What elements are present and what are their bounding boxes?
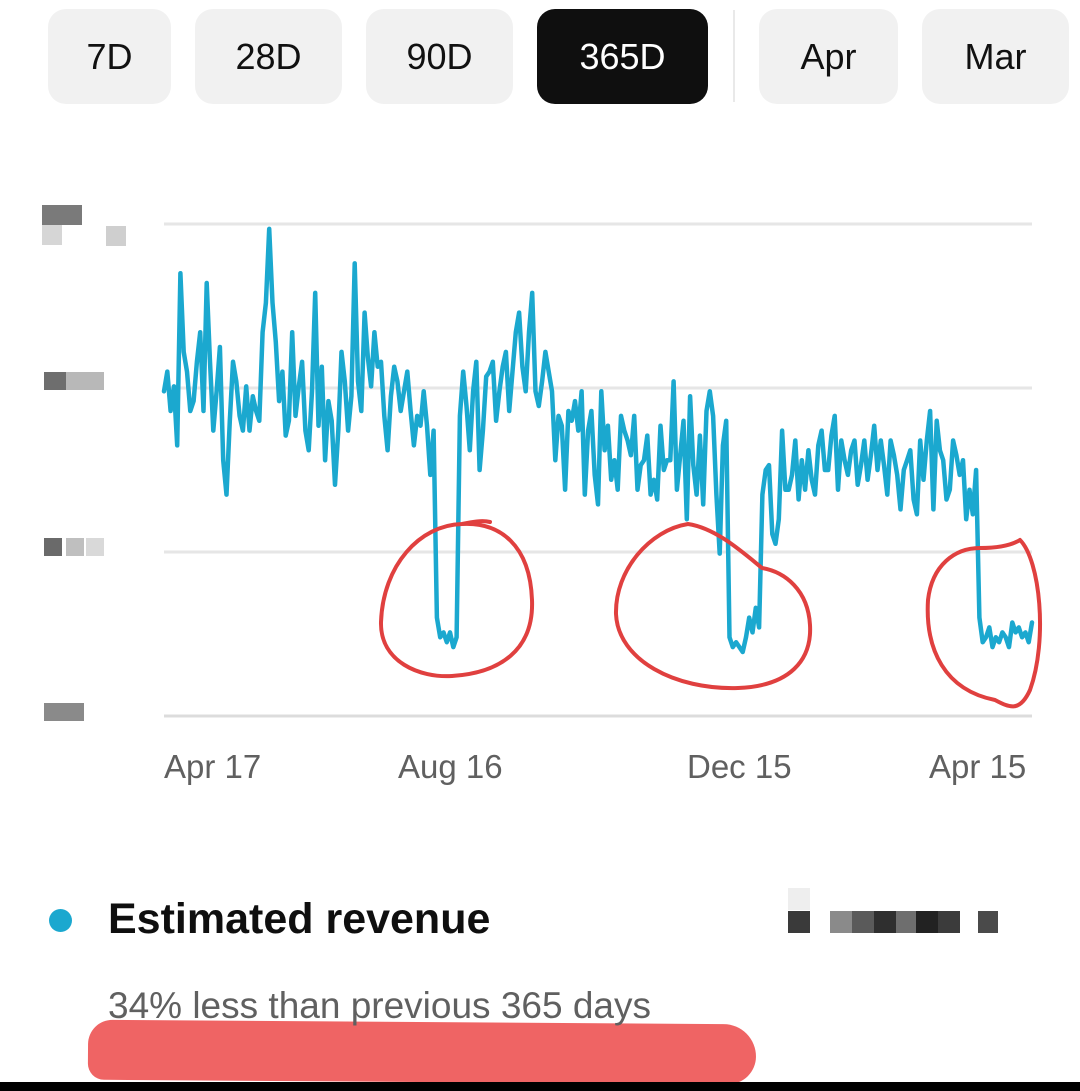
tab-divider xyxy=(733,10,735,102)
tab-90d[interactable]: 90D xyxy=(366,9,513,104)
bottom-edge-bar xyxy=(0,1082,1080,1091)
tab-apr[interactable]: Apr xyxy=(759,9,898,104)
comparison-text: 34% less than previous 365 days xyxy=(108,985,652,1026)
tab-7d[interactable]: 7D xyxy=(48,9,171,104)
annotation-circle xyxy=(613,522,813,691)
annotation-circle xyxy=(925,538,1043,709)
metric-value-redacted xyxy=(788,888,998,933)
tab-28d[interactable]: 28D xyxy=(195,9,342,104)
tab-mar[interactable]: Mar xyxy=(922,9,1069,104)
x-tick-label: Apr 17 xyxy=(164,748,262,785)
tab-365d[interactable]: 365D xyxy=(537,9,708,104)
x-tick-label: Dec 15 xyxy=(687,748,792,785)
series-legend-dot xyxy=(49,909,72,932)
x-tick-label: Apr 15 xyxy=(929,748,1027,785)
series-line xyxy=(161,226,1035,655)
x-tick-label: Aug 16 xyxy=(398,748,503,785)
metric-label: Estimated revenue xyxy=(108,895,491,943)
highlighter-stroke-annotation xyxy=(87,1019,757,1085)
annotation-circle xyxy=(378,519,535,679)
revenue-line-chart xyxy=(161,222,1043,718)
